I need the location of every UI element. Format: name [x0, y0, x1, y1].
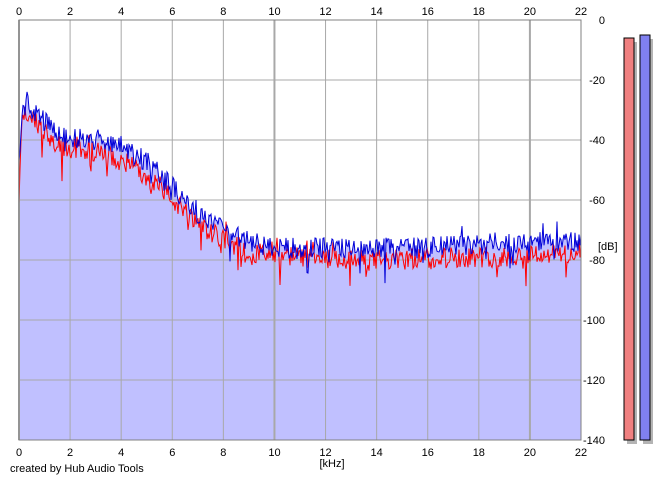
x-tick-label: 18 [473, 447, 485, 459]
x-tick-label: 16 [422, 6, 434, 18]
tick-labels: 002244668810101212141416161818202022220-… [16, 6, 605, 459]
x-tick-label: 0 [16, 447, 22, 459]
x-tick-label: 22 [575, 447, 587, 459]
x-tick-label: 2 [67, 6, 73, 18]
x-tick-label: 20 [524, 6, 536, 18]
x-tick-label: 10 [268, 447, 280, 459]
x-tick-label: 6 [169, 447, 175, 459]
x-tick-label: 14 [371, 447, 383, 459]
x-tick-label: 6 [169, 6, 175, 18]
y-tick-label: 0 [599, 15, 605, 27]
y-tick-label: -120 [583, 375, 605, 387]
x-tick-label: 10 [268, 6, 280, 18]
level-meter-left [623, 37, 635, 441]
series-line-right [18, 91, 582, 284]
plot-frame [18, 19, 582, 441]
plot-area [18, 19, 582, 441]
level-meters [623, 34, 653, 444]
x-axis-label: [kHz] [319, 458, 344, 470]
x-tick-label: 12 [319, 447, 331, 459]
y-tick-label: -100 [583, 315, 605, 327]
y-tick-label: -20 [589, 75, 605, 87]
x-tick-label: 22 [575, 6, 587, 18]
x-tick-label: 18 [473, 6, 485, 18]
y-tick-label: -40 [589, 135, 605, 147]
x-tick-label: 8 [220, 447, 226, 459]
y-tick-label: -80 [589, 255, 605, 267]
x-tick-label: 4 [118, 447, 124, 459]
y-tick-label: -140 [583, 435, 605, 447]
x-tick-label: 4 [118, 6, 124, 18]
x-tick-label: 8 [220, 6, 226, 18]
x-tick-label: 2 [67, 447, 73, 459]
level-meter-right [639, 34, 651, 441]
x-tick-label: 12 [319, 6, 331, 18]
x-tick-label: 14 [371, 6, 383, 18]
y-tick-label: -60 [589, 195, 605, 207]
credit-text: created by Hub Audio Tools [10, 463, 144, 475]
x-tick-label: 0 [16, 6, 22, 18]
x-tick-label: 16 [422, 447, 434, 459]
x-tick-label: 20 [524, 447, 536, 459]
y-axis-label: [dB] [598, 241, 618, 253]
